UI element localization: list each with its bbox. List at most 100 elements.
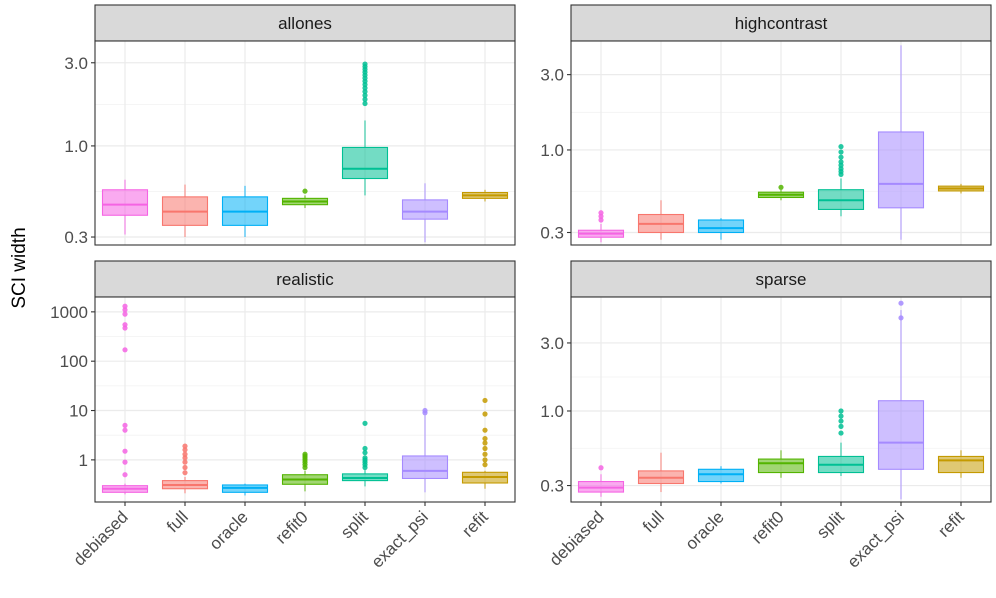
box-debiased <box>101 303 149 495</box>
x-tick-label-refit0: refit0 <box>748 507 788 547</box>
outlier-point <box>122 303 128 309</box>
box-debiased <box>101 179 149 235</box>
y-tick-label: 0.3 <box>540 224 564 243</box>
outlier-point <box>482 435 488 442</box>
panel-sparse: sparse 0.3 1.0 3.0 <box>540 260 992 506</box>
box-refit <box>937 450 985 478</box>
facet-strip <box>94 260 516 298</box>
box-split <box>341 420 389 487</box>
box-full <box>637 200 685 240</box>
facet-strip-label: realistic <box>276 270 334 289</box>
outlier-point <box>362 61 368 67</box>
box-oracle <box>697 466 745 484</box>
x-tick-label-split: split <box>813 507 848 542</box>
x-tick-label-full: full <box>639 507 668 536</box>
box-full <box>637 452 685 493</box>
box-iqr <box>697 468 745 483</box>
box-iqr <box>101 189 149 216</box>
outlier-point <box>182 455 188 461</box>
x-tick-label-refit: refit <box>458 507 492 541</box>
outlier-point <box>482 411 488 417</box>
outlier-point <box>122 459 128 465</box>
outlier-point <box>362 96 368 102</box>
box-refit <box>937 183 985 194</box>
panel-highcontrast: highcontrast 0.3 1.0 3.0 <box>540 4 992 246</box>
panel-border <box>94 40 516 246</box>
box-refit0 <box>757 184 805 201</box>
box-oracle <box>221 483 269 496</box>
outlier-point <box>482 427 488 433</box>
box-split <box>341 61 389 196</box>
box-iqr <box>877 131 925 209</box>
facet-strip <box>570 260 992 298</box>
outlier-point <box>482 397 488 404</box>
y-tick-label: 1.0 <box>540 141 564 160</box>
outlier-point <box>362 100 368 107</box>
panel-border <box>570 40 992 246</box>
outlier-point <box>122 448 128 454</box>
y-axis-label: SCI width <box>9 227 30 308</box>
panel-allones: allones 0.3 1.0 3.0 <box>64 4 516 247</box>
outlier-point <box>182 447 188 453</box>
outlier-point <box>598 210 604 216</box>
outlier-point <box>122 322 128 328</box>
outlier-point <box>838 408 844 414</box>
box-refit0 <box>281 451 329 492</box>
outlier-point <box>838 149 844 155</box>
outlier-point <box>182 459 188 465</box>
outlier-point <box>838 144 844 150</box>
box-refit0 <box>281 188 329 209</box>
panel-realistic: realistic 1 10 100 1000 <box>50 260 516 506</box>
outlier-point <box>302 451 308 457</box>
outlier-point <box>122 311 128 317</box>
facet-strip-label: sparse <box>755 270 806 289</box>
outlier-point <box>598 217 604 223</box>
x-tick-label-debiased: debiased <box>70 507 132 569</box>
outlier-point <box>302 188 308 194</box>
outlier-point <box>482 462 488 468</box>
outlier-point <box>898 300 904 306</box>
outlier-point <box>362 420 368 426</box>
x-tick-label-oracle: oracle <box>206 507 252 553</box>
outlier-point <box>838 154 844 160</box>
x-tick-label-refit: refit <box>934 507 968 541</box>
outlier-point <box>482 457 488 463</box>
x-tick-label-split: split <box>337 507 372 542</box>
box-full <box>161 443 209 494</box>
facet-panels: allones 0.3 1.0 3.0 highcontrast 0.3 1.0 3.0 rea… <box>50 4 992 506</box>
outlier-point <box>122 427 128 433</box>
x-tick-label-full: full <box>163 507 192 536</box>
y-tick-label: 3.0 <box>540 66 564 85</box>
outlier-point <box>482 451 488 457</box>
outlier-point <box>838 418 844 424</box>
box-debiased <box>577 465 625 497</box>
outlier-point <box>362 92 368 98</box>
box-iqr <box>757 458 805 474</box>
outlier-point <box>182 443 188 449</box>
box-oracle <box>697 218 745 240</box>
outlier-point <box>422 407 428 414</box>
y-tick-label: 1.0 <box>64 137 88 156</box>
box-split <box>817 144 865 217</box>
outlier-point <box>122 472 128 478</box>
outlier-point <box>362 88 368 95</box>
box-refit <box>461 189 509 202</box>
box-iqr <box>401 199 449 220</box>
box-exact-psi <box>877 45 925 240</box>
box-exact-psi <box>877 300 925 500</box>
facet-strip-label: highcontrast <box>735 14 828 33</box>
outlier-point <box>122 307 128 313</box>
outlier-point <box>362 450 368 456</box>
outlier-point <box>482 440 488 446</box>
outlier-point <box>598 465 604 471</box>
x-tick-label-refit0: refit0 <box>272 507 312 547</box>
x-tick-label-exact-psi: exact_psi <box>368 507 432 571</box>
y-tick-label: 100 <box>60 352 88 371</box>
box-debiased <box>577 210 625 243</box>
box-refit0 <box>757 450 805 478</box>
box-split <box>817 408 865 476</box>
outlier-point <box>482 445 488 452</box>
y-tick-label: 0.3 <box>540 477 564 496</box>
